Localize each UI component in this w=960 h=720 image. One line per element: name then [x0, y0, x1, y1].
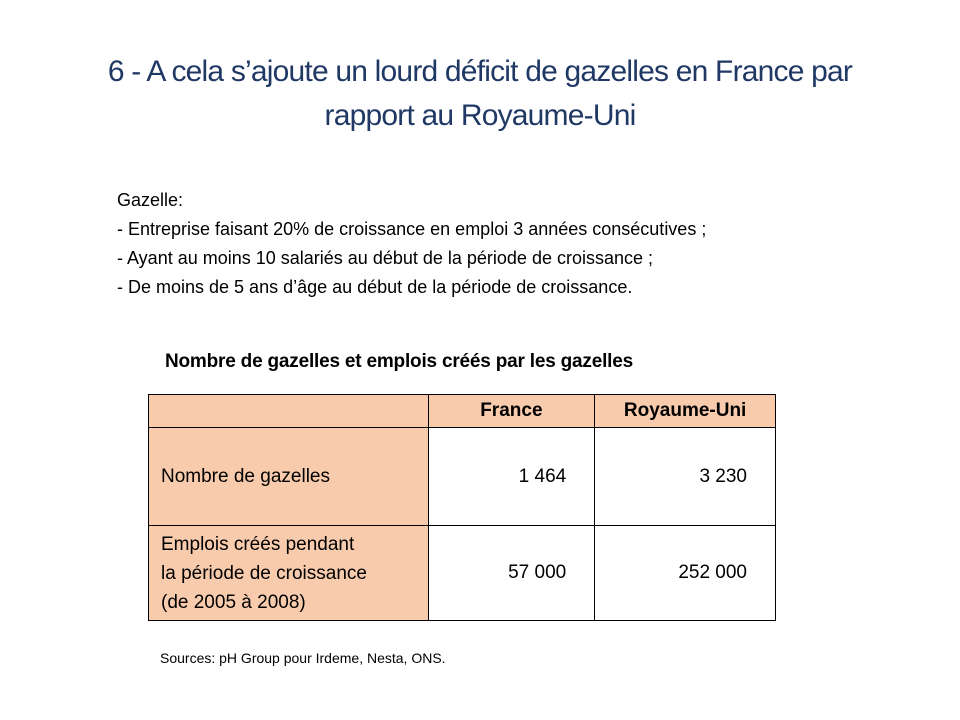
row-label-nombre-gazelles: Nombre de gazelles	[148, 427, 429, 526]
sources-note: Sources: pH Group pour Irdeme, Nesta, ON…	[160, 650, 446, 666]
row-label-line: Emplois créés pendant	[161, 533, 355, 555]
table-row: Emplois créés pendant la période de croi…	[148, 525, 776, 621]
table-title: Nombre de gazelles et emplois créés par …	[165, 351, 633, 372]
row-label-line: Nombre de gazelles	[161, 466, 330, 487]
gazelles-table: France Royaume-Uni Nombre de gazelles 1 …	[148, 394, 776, 621]
cell-uk-nombre: 3 230	[594, 427, 776, 526]
cell-uk-emplois: 252 000	[594, 525, 776, 621]
cell-france-nombre: 1 464	[427, 427, 596, 526]
definition-item: - Entreprise faisant 20% de croissance e…	[117, 219, 707, 239]
slide-title-line-2: rapport au Royaume-Uni	[324, 99, 637, 132]
definition-item: - Ayant au moins 10 salariés au début de…	[117, 248, 654, 268]
table-header-empty	[148, 394, 429, 428]
slide-title: 6 - A cela s’ajoute un lourd déficit de …	[40, 50, 920, 138]
table-row: Nombre de gazelles 1 464 3 230	[148, 427, 776, 526]
row-label-emplois-crees: Emplois créés pendant la période de croi…	[148, 525, 429, 621]
table-header-france: France	[427, 394, 596, 428]
slide-title-line-1: 6 - A cela s’ajoute un lourd déficit de …	[107, 55, 853, 88]
row-label-line: la période de croissance	[161, 562, 367, 584]
cell-france-emplois: 57 000	[427, 525, 596, 621]
gazelle-definition: Gazelle: - Entreprise faisant 20% de cro…	[117, 186, 897, 302]
row-label-line: (de 2005 à 2008)	[161, 591, 306, 613]
table-header-royaume-uni: Royaume-Uni	[594, 394, 776, 428]
definition-item: - De moins de 5 ans d’âge au début de la…	[117, 277, 633, 297]
definition-heading: Gazelle:	[117, 190, 184, 210]
table-header-row: France Royaume-Uni	[148, 394, 776, 428]
